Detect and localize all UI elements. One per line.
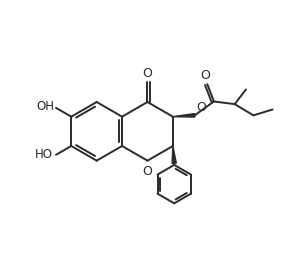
Text: O: O [200,69,210,82]
Text: O: O [142,165,152,178]
Text: OH: OH [37,100,55,113]
Text: O: O [196,101,206,114]
Text: O: O [142,67,152,80]
Polygon shape [173,114,195,117]
Text: HO: HO [35,148,53,161]
Polygon shape [172,146,176,163]
